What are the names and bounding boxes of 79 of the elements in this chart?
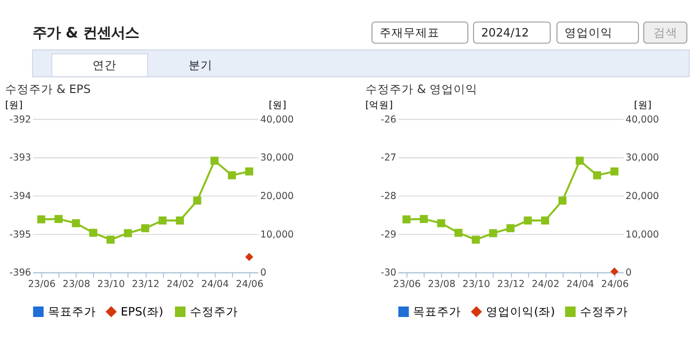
- x-tick-label: 24/02: [532, 279, 560, 290]
- x-tick-label: 23/08: [62, 279, 90, 290]
- y-tick-label: -26: [380, 114, 396, 126]
- y2-tick-label: 40,000: [626, 114, 660, 126]
- point: [420, 214, 428, 223]
- point: [541, 216, 550, 225]
- x-tick-label: 23/08: [428, 279, 456, 290]
- text: 영업이익: [564, 25, 613, 40]
- point: [176, 216, 184, 225]
- x-tick-label: 23/06: [393, 279, 421, 290]
- point: [106, 236, 115, 244]
- x-tick-label: 23/10: [97, 279, 125, 290]
- y-tick-label: -392: [9, 114, 32, 126]
- y-tick-label: -29: [380, 229, 396, 240]
- point: [158, 216, 167, 225]
- legend-label: 목표주가: [413, 304, 462, 319]
- point: [437, 219, 446, 228]
- y2-tick-label: 0: [626, 268, 632, 279]
- point: [506, 224, 514, 232]
- point: [558, 196, 566, 205]
- point: [89, 228, 98, 237]
- y-tick-label: -28: [380, 190, 396, 202]
- text: 검색: [653, 25, 678, 40]
- text: 연간: [92, 58, 116, 72]
- x-tick-label: 24/04: [566, 279, 594, 290]
- y-tick-label: -395: [9, 229, 32, 240]
- point: [593, 171, 602, 180]
- y-tick-label: -30: [380, 268, 396, 279]
- x-tick-label: 24/04: [201, 279, 229, 290]
- legend-label: EPS(좌): [120, 304, 164, 319]
- x-tick-label: 23/06: [28, 279, 56, 290]
- point: [524, 216, 532, 225]
- point: [454, 228, 462, 237]
- x-tick-label: 23/12: [132, 279, 160, 290]
- y2-tick-label: 20,000: [626, 190, 660, 202]
- text: 주가 & 컨센서스: [32, 25, 140, 42]
- y2-tick-label: 10,000: [626, 229, 660, 240]
- x-tick-label: 24/02: [166, 279, 194, 290]
- point: [610, 167, 618, 176]
- legend-label: 수정주가: [580, 304, 628, 319]
- point: [402, 215, 411, 224]
- x-tick-label: 24/06: [601, 279, 629, 290]
- y2-tick-label: 30,000: [626, 152, 660, 164]
- y-tick-label: -396: [9, 268, 32, 279]
- y-tick-label: -394: [9, 190, 32, 202]
- chart-title: 수정주가 & EPS: [4, 82, 91, 96]
- y2-tick-label: 30,000: [260, 152, 294, 164]
- y2-axis-title: [원]: [634, 100, 652, 111]
- y-tick-label: -393: [9, 152, 32, 164]
- point: [54, 214, 63, 223]
- point: [210, 156, 219, 165]
- point: [472, 236, 480, 244]
- y2-axis-title: [원]: [268, 100, 286, 111]
- legend-label: 목표주가: [48, 304, 96, 319]
- y2-tick-label: 10,000: [260, 229, 294, 240]
- text: 2024/12: [481, 25, 530, 40]
- point: [576, 156, 584, 165]
- point: [141, 224, 150, 232]
- point: [37, 215, 46, 224]
- x-tick-label: 24/06: [236, 279, 264, 290]
- y-axis-title: [억원]: [365, 100, 393, 111]
- y-tick-label: -27: [380, 152, 396, 164]
- legend-label: 수정주가: [190, 304, 238, 319]
- point: [124, 229, 132, 238]
- legend-label: 영업이익(좌): [486, 304, 556, 319]
- text: 분기: [188, 58, 212, 72]
- point: [228, 171, 236, 180]
- point: [193, 196, 202, 205]
- text: 주재무제표: [380, 25, 440, 40]
- point: [245, 167, 254, 176]
- x-tick-label: 23/12: [497, 279, 525, 290]
- chart-title: 수정주가 & 영업이익: [365, 82, 478, 96]
- y2-tick-label: 20,000: [260, 190, 294, 202]
- y-axis-title: [원]: [5, 100, 23, 111]
- y2-tick-label: 0: [260, 268, 266, 279]
- x-tick-label: 23/10: [462, 279, 490, 290]
- y2-tick-label: 40,000: [260, 114, 294, 126]
- point: [72, 219, 80, 228]
- point: [489, 229, 498, 238]
